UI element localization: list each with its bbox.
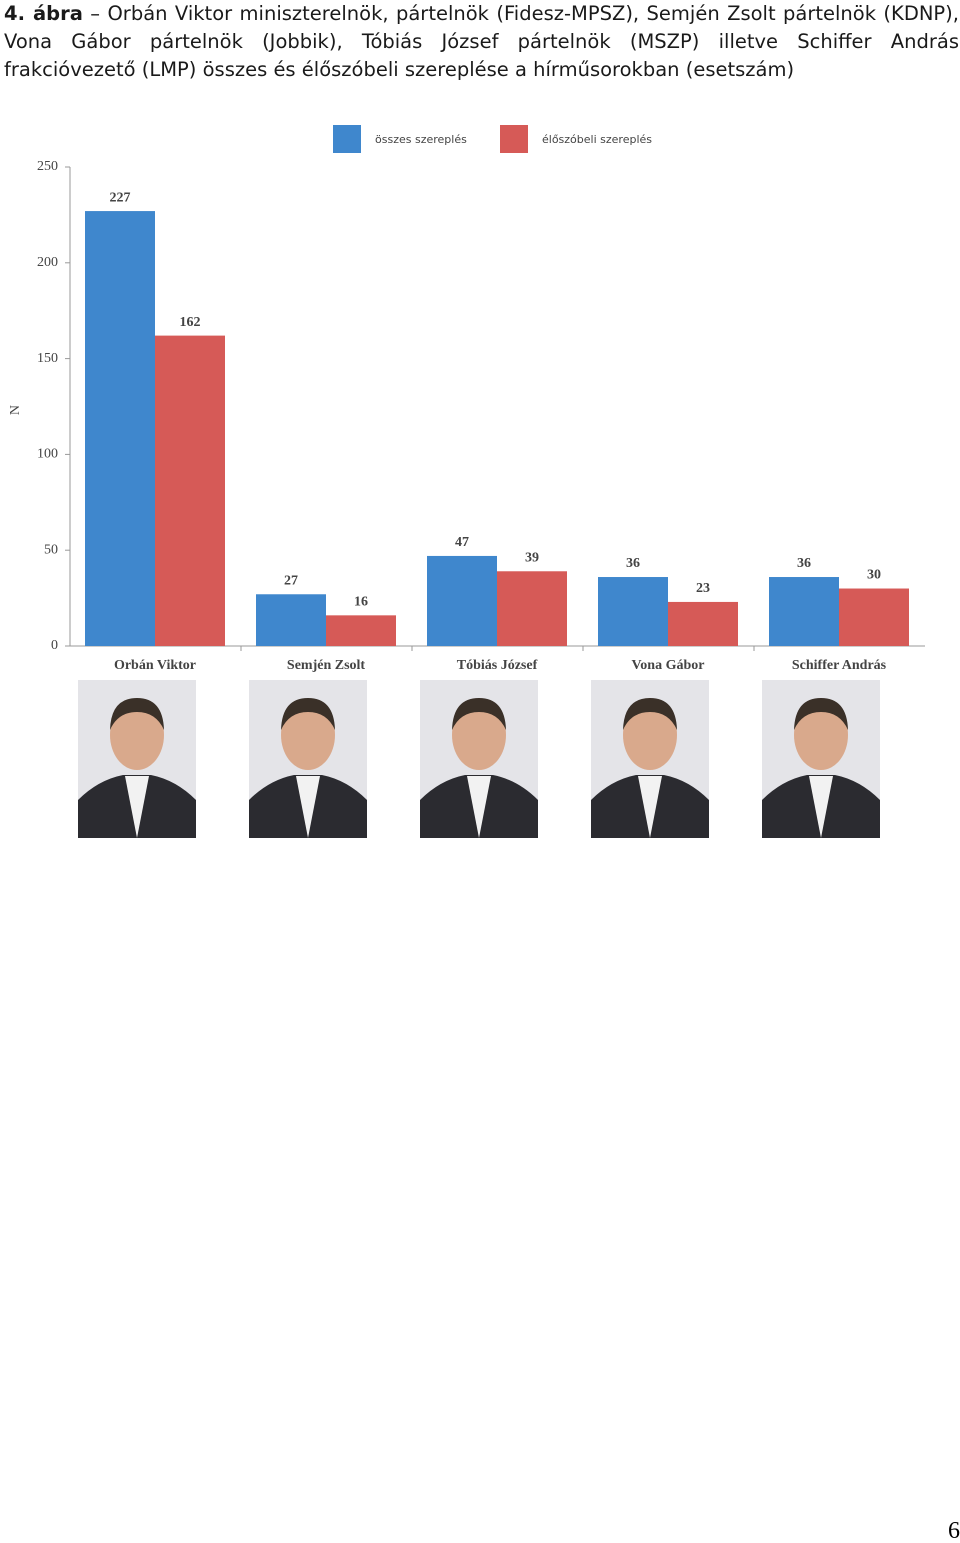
- bar: [256, 594, 326, 646]
- value-label: 162: [180, 315, 201, 330]
- bar: [155, 335, 225, 646]
- y-tick-label: 50: [44, 542, 58, 557]
- portrait-shirt: [809, 776, 833, 838]
- value-label: 16: [354, 595, 368, 610]
- value-label: 30: [867, 568, 881, 583]
- value-label: 23: [696, 581, 710, 596]
- caption-label: 4. ábra: [4, 2, 83, 25]
- chart: N 0 50 100 150 200 250 összes szereplés élőszób…: [8, 125, 925, 838]
- portrait-hair: [794, 698, 848, 730]
- y-axis-label: N: [8, 405, 23, 415]
- x-tick-label: Vona Gábor: [631, 658, 704, 673]
- bar: [427, 555, 497, 646]
- portrait-head: [623, 700, 677, 770]
- page-number: 6: [948, 1518, 960, 1543]
- bar: [769, 577, 839, 646]
- portrait: [591, 680, 709, 838]
- portrait-shirt: [296, 776, 320, 838]
- value-label: 36: [626, 556, 640, 571]
- x-tick-label: Tóbiás József: [457, 658, 538, 673]
- bar: [326, 615, 396, 646]
- bar: [598, 577, 668, 646]
- legend-label: összes szereplés: [375, 133, 467, 146]
- legend-swatch: [333, 125, 361, 153]
- portrait-head: [110, 700, 164, 770]
- y-tick-label: 250: [37, 159, 58, 174]
- bar: [497, 571, 567, 646]
- portrait-shirt: [638, 776, 662, 838]
- value-label: 27: [284, 573, 298, 588]
- x-tick-label: Semjén Zsolt: [287, 658, 366, 673]
- y-tick-label: 100: [37, 447, 58, 462]
- y-tick-label: 150: [37, 351, 58, 366]
- portrait-shirt: [125, 776, 149, 838]
- portrait-head: [281, 700, 335, 770]
- portrait-head: [452, 700, 506, 770]
- portrait: [78, 680, 196, 838]
- portrait-shirt: [467, 776, 491, 838]
- portrait-hair: [281, 698, 335, 730]
- bar: [839, 588, 909, 646]
- y-tick-label: 0: [51, 638, 58, 653]
- x-tick-label: Schiffer András: [792, 658, 887, 673]
- x-tick-label: Orbán Viktor: [114, 658, 196, 673]
- portrait-head: [794, 700, 848, 770]
- caption: 4. ábra – Orbán Viktor miniszterelnök, p…: [4, 0, 959, 84]
- y-tick-label: 200: [37, 255, 58, 270]
- portrait-hair: [110, 698, 164, 730]
- value-label: 47: [455, 535, 469, 550]
- portrait: [420, 680, 538, 838]
- bar: [668, 601, 738, 646]
- portrait: [762, 680, 880, 838]
- value-label: 36: [797, 556, 811, 571]
- caption-text: – Orbán Viktor miniszterelnök, pártelnök…: [4, 2, 959, 81]
- value-label: 39: [525, 550, 539, 565]
- legend-swatch: [500, 125, 528, 153]
- portrait-hair: [452, 698, 506, 730]
- value-label: 227: [110, 190, 131, 205]
- portrait-hair: [623, 698, 677, 730]
- legend-label: élőszóbeli szereplés: [542, 133, 652, 146]
- bar: [85, 211, 155, 646]
- portrait: [249, 680, 367, 838]
